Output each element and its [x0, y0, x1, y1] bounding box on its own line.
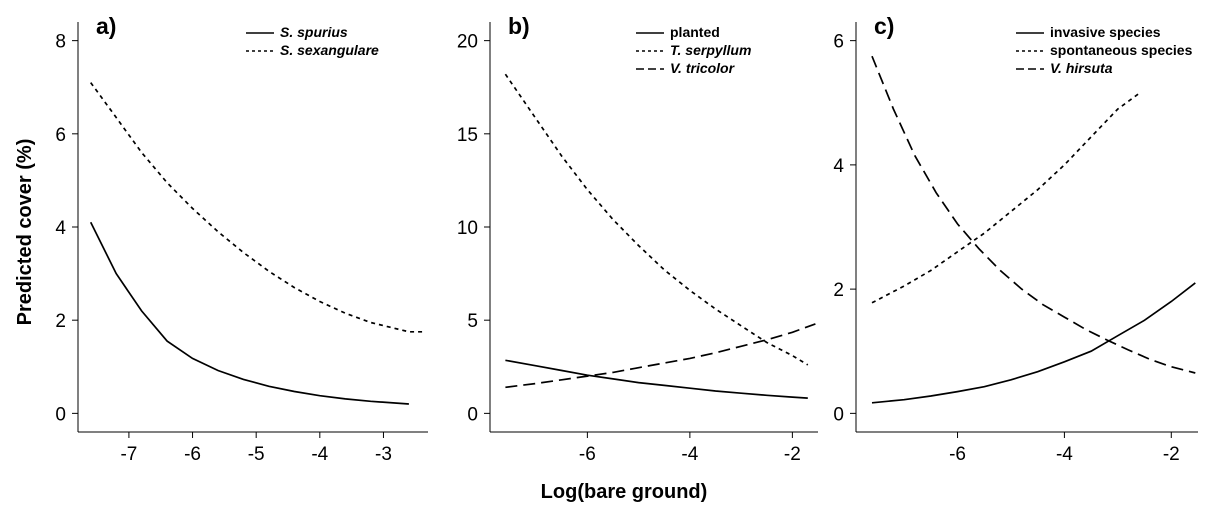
panel-2-x-tick-label: -6	[579, 444, 596, 465]
panel-2-y-tick-label: 10	[457, 218, 478, 239]
panel-1-legend-label-1: S. spurius	[280, 24, 348, 40]
panel-1-x-tick-label: -7	[120, 444, 137, 465]
y-axis-title: Predicted cover (%)	[14, 139, 36, 326]
panel-1-y-tick-label: 2	[55, 311, 66, 332]
panel-1-x-tick-label: -4	[311, 444, 328, 465]
panel-2-legend-label-2: T. serpyllum	[670, 42, 751, 58]
panel-3-y-tick-label: 2	[833, 280, 844, 301]
panel-1-y-tick-label: 0	[55, 404, 66, 425]
panel-1-x-tick-label: -3	[375, 444, 392, 465]
panel-2-series-3-line	[505, 323, 816, 389]
panel-2-y-tick-label: 20	[457, 32, 478, 53]
panel-1-legend-label-2: S. sexangulare	[280, 42, 379, 58]
panel-2-panel-label: b)	[508, 13, 530, 39]
panel-2-series-2-line	[504, 73, 809, 366]
panel-2-y-tick-label: 15	[457, 125, 478, 146]
panel-2-x-tick-label: -2	[784, 444, 801, 465]
panel-2-series-1-line	[505, 359, 808, 399]
panel-3-panel-label: c)	[874, 13, 894, 39]
panel-1-panel-label: a)	[96, 13, 116, 39]
panel-1-y-tick-label: 6	[55, 125, 66, 146]
panel-2-legend-label-3: V. tricolor	[670, 60, 736, 76]
panel-3-y-tick-label: 0	[833, 404, 844, 425]
panel-1-y-tick-label: 8	[55, 32, 66, 53]
panel-2-legend-label-1: planted	[670, 24, 720, 40]
panel-2-x-tick-label: -4	[681, 444, 698, 465]
x-axis-title: Log(bare ground)	[541, 481, 708, 503]
panel-1-y-tick-label: 4	[55, 218, 66, 239]
panel-3-y-tick-label: 4	[833, 156, 844, 177]
panel-3-x-tick-label: -6	[949, 444, 966, 465]
panel-3-legend-label-3: V. hirsuta	[1050, 60, 1113, 76]
panel-3-legend-label-1: invasive species	[1050, 24, 1161, 40]
panel-3-x-tick-label: -4	[1056, 444, 1073, 465]
panel-1-x-tick-label: -6	[184, 444, 201, 465]
panel-1-series-2-line	[90, 82, 425, 333]
panel-1-x-tick-label: -5	[248, 444, 265, 465]
panel-2-y-tick-label: 5	[467, 311, 478, 332]
panel-3-x-tick-label: -2	[1163, 444, 1180, 465]
panel-3-series-3-line	[871, 55, 1196, 374]
panel-3-series-1-line	[871, 282, 1196, 404]
panel-2-y-tick-label: 0	[467, 404, 478, 425]
panel-3-y-tick-label: 6	[833, 32, 844, 53]
panel-3-legend-label-2: spontaneous species	[1050, 42, 1193, 58]
panel-3-series-2-line	[871, 92, 1140, 304]
panel-1-series-1-line	[89, 221, 409, 405]
